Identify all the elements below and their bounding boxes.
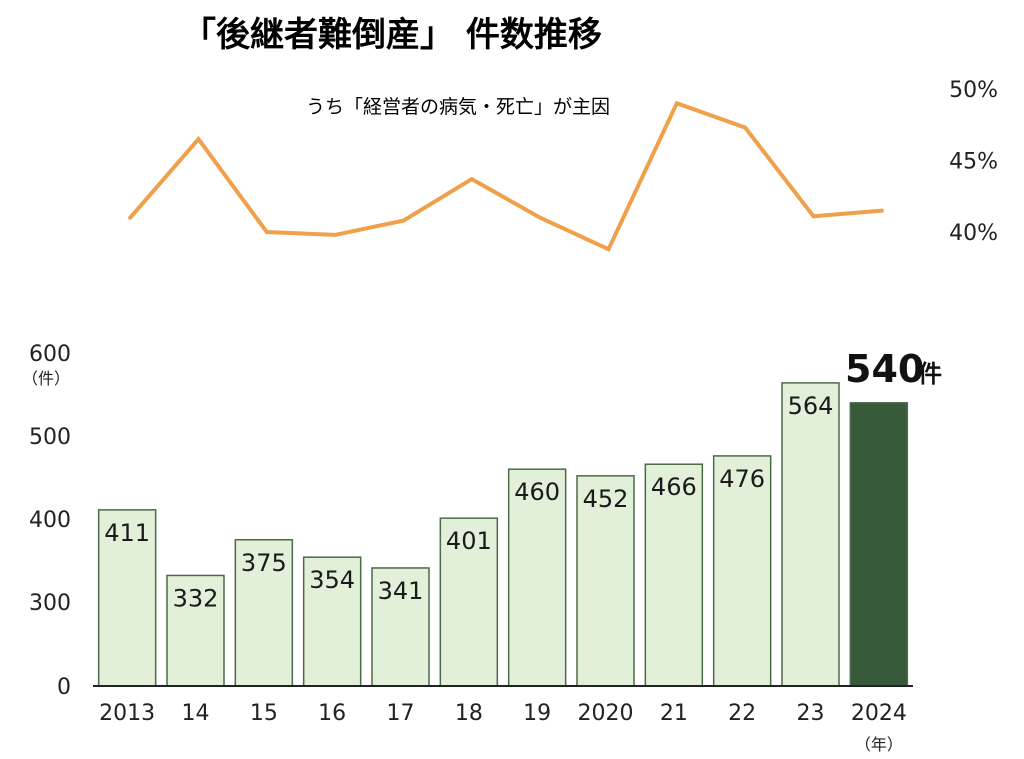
bar-value-label: 460 bbox=[514, 478, 560, 506]
bar bbox=[371, 567, 430, 687]
x-tick-label: 2024 bbox=[851, 701, 907, 726]
y-axis-unit: （件） bbox=[22, 369, 70, 388]
x-tick-label: 18 bbox=[455, 701, 483, 726]
line-point bbox=[743, 125, 747, 130]
x-tick-label: 21 bbox=[660, 701, 688, 726]
bar-value-label: 476 bbox=[719, 465, 765, 493]
bar-value-label: 375 bbox=[241, 549, 287, 577]
bar-value-label: 411 bbox=[104, 519, 150, 547]
highlight-unit-label: 件 bbox=[918, 360, 942, 388]
y-tick-label: 0 bbox=[57, 675, 71, 700]
line-point bbox=[333, 233, 337, 237]
bar-chart: 0 300 400 500 600 （件） 411 2013 332 14 375 15 354 16 34… bbox=[22, 342, 942, 754]
line-chart: 40% 45% 50% bbox=[128, 78, 998, 252]
x-tick-label: 2013 bbox=[99, 701, 155, 726]
x-tick-label: 2020 bbox=[578, 701, 634, 726]
bar-value-label: 354 bbox=[309, 566, 355, 594]
x-tick-label: 23 bbox=[797, 701, 825, 726]
x-tick-label: 22 bbox=[728, 701, 756, 726]
bar-value-label: 466 bbox=[651, 473, 697, 501]
line-point bbox=[401, 218, 406, 223]
bar bbox=[439, 517, 499, 687]
bar bbox=[302, 556, 362, 687]
y-tick-label: 400 bbox=[29, 508, 71, 533]
x-tick-label: 15 bbox=[250, 701, 278, 726]
line-point bbox=[606, 247, 611, 251]
bar bbox=[781, 382, 840, 687]
line-point bbox=[128, 215, 132, 220]
x-tick-label: 19 bbox=[523, 701, 551, 726]
bar-value-label: 401 bbox=[446, 527, 492, 555]
bar bbox=[234, 539, 294, 687]
x-tick-label: 16 bbox=[318, 701, 346, 726]
bar bbox=[712, 455, 772, 687]
y-tick-label: 300 bbox=[29, 591, 71, 616]
line-series-path bbox=[128, 100, 884, 252]
line-point bbox=[538, 215, 542, 220]
bar bbox=[576, 475, 635, 687]
highlight-value-label: 540 bbox=[845, 347, 924, 391]
x-tick-label: 14 bbox=[182, 701, 210, 726]
bar-value-label: 341 bbox=[378, 577, 424, 605]
bar bbox=[644, 463, 704, 687]
y-tick-label: 600 bbox=[29, 342, 71, 367]
bar-highlight bbox=[849, 402, 909, 687]
line-point bbox=[196, 137, 201, 141]
line-y-tick-label: 50% bbox=[949, 78, 998, 103]
line-y-tick-label: 45% bbox=[949, 150, 998, 175]
line-point bbox=[265, 230, 269, 234]
bar-value-label: 564 bbox=[788, 392, 834, 420]
bar-value-label: 332 bbox=[173, 584, 219, 612]
bar bbox=[97, 509, 157, 687]
bar-value-label: 452 bbox=[583, 485, 629, 513]
line-point bbox=[470, 177, 474, 181]
line-point bbox=[675, 101, 679, 106]
line-series-label: うち「経営者の病気・死亡」が主因 bbox=[306, 96, 610, 118]
line-point bbox=[880, 208, 884, 213]
bar bbox=[166, 574, 225, 687]
x-tick-label: 17 bbox=[387, 701, 415, 726]
x-axis-unit: （年） bbox=[855, 735, 903, 754]
chart-title: 「後継者難倒産」 件数推移 bbox=[182, 15, 602, 55]
y-tick-label: 500 bbox=[29, 425, 71, 450]
line-point bbox=[811, 214, 816, 219]
line-y-tick-label: 40% bbox=[949, 221, 998, 246]
